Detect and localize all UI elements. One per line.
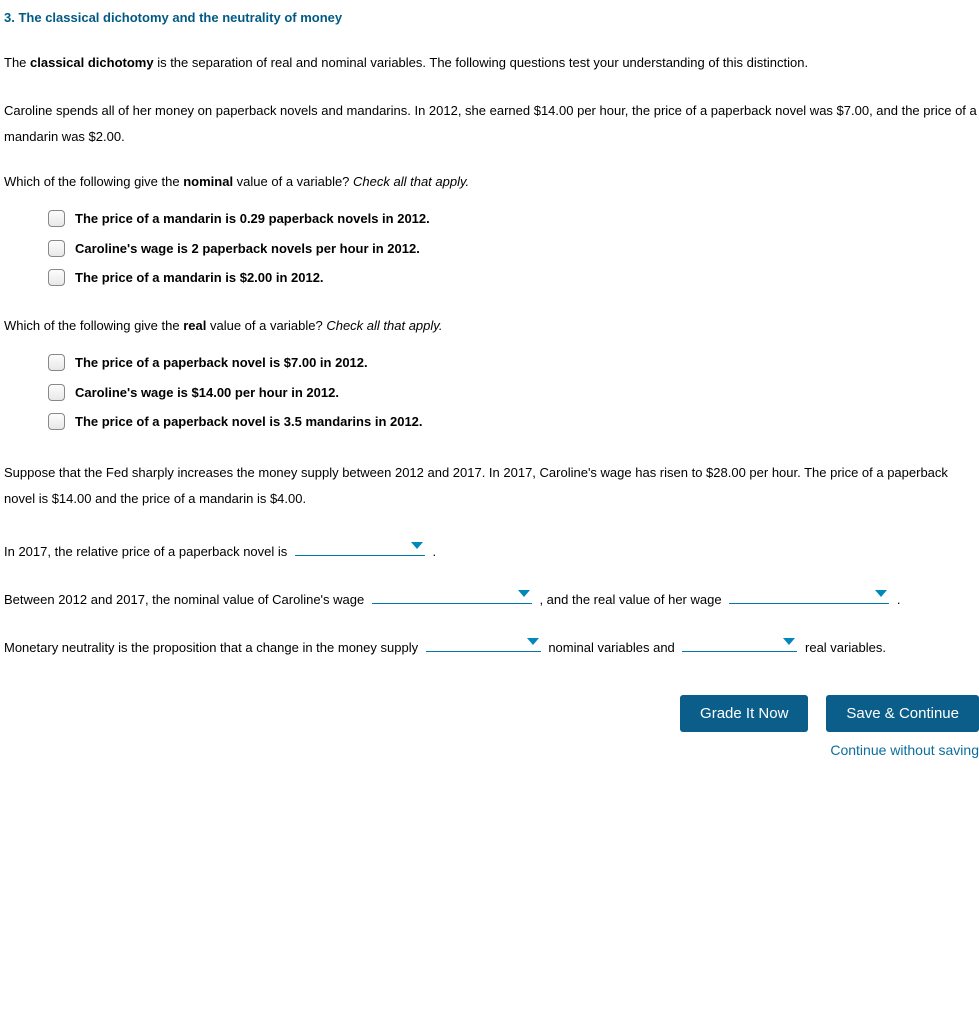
question-title-text: The classical dichotomy and the neutrali… — [18, 10, 342, 25]
fill2-dropdown-1[interactable] — [372, 584, 532, 604]
fill3-dropdown-1[interactable] — [426, 632, 541, 652]
q1-option-2-label: Caroline's wage is 2 paperback novels pe… — [75, 239, 420, 259]
button-row: Grade It Now Save & Continue — [0, 695, 979, 732]
q2-option-2-label: Caroline's wage is $14.00 per hour in 20… — [75, 383, 339, 403]
save-continue-button[interactable]: Save & Continue — [826, 695, 979, 732]
q1-option-3-label: The price of a mandarin is $2.00 in 2012… — [75, 268, 324, 288]
q1-prompt-post: value of a variable? — [233, 174, 353, 189]
fill2-mid: , and the real value of her wage — [536, 592, 725, 607]
fill2-line: Between 2012 and 2017, the nominal value… — [4, 582, 979, 618]
q1-options: The price of a mandarin is 0.29 paperbac… — [48, 209, 979, 288]
intro-paragraph: The classical dichotomy is the separatio… — [4, 50, 979, 76]
q2-option-3-label: The price of a paperback novel is 3.5 ma… — [75, 412, 423, 432]
q1-prompt-hint: Check all that apply. — [353, 174, 469, 189]
fill2-post: . — [893, 592, 900, 607]
question-title: 3. The classical dichotomy and the neutr… — [4, 8, 979, 28]
q2-option-1: The price of a paperback novel is $7.00 … — [48, 353, 979, 373]
q2-prompt-hint: Check all that apply. — [326, 318, 442, 333]
q2-option-1-label: The price of a paperback novel is $7.00 … — [75, 353, 368, 373]
q2-checkbox-1[interactable] — [48, 354, 65, 371]
fill1-post: . — [429, 544, 436, 559]
q2-prompt-post: value of a variable? — [206, 318, 326, 333]
q2-checkbox-2[interactable] — [48, 384, 65, 401]
q2-prompt-bold: real — [183, 318, 206, 333]
fill3-dropdown-2[interactable] — [682, 632, 797, 652]
q1-option-1-label: The price of a mandarin is 0.29 paperbac… — [75, 209, 430, 229]
q1-checkbox-1[interactable] — [48, 210, 65, 227]
continue-without-saving-link[interactable]: Continue without saving — [0, 740, 979, 761]
q2-prompt-pre: Which of the following give the — [4, 318, 183, 333]
fill3-line: Monetary neutrality is the proposition t… — [4, 630, 979, 666]
q1-checkbox-3[interactable] — [48, 269, 65, 286]
q1-option-1: The price of a mandarin is 0.29 paperbac… — [48, 209, 979, 229]
intro-bold-term: classical dichotomy — [30, 55, 154, 70]
intro-prefix: The — [4, 55, 30, 70]
fill1-line: In 2017, the relative price of a paperba… — [4, 534, 979, 570]
fill2-dropdown-2[interactable] — [729, 584, 889, 604]
q2-prompt: Which of the following give the real val… — [4, 316, 979, 336]
fill1-dropdown[interactable] — [295, 536, 425, 556]
fill3-post: real variables. — [801, 640, 886, 655]
fill1-pre: In 2017, the relative price of a paperba… — [4, 544, 291, 559]
q1-checkbox-2[interactable] — [48, 240, 65, 257]
grade-it-now-button[interactable]: Grade It Now — [680, 695, 808, 732]
q1-prompt: Which of the following give the nominal … — [4, 172, 979, 192]
q1-option-2: Caroline's wage is 2 paperback novels pe… — [48, 239, 979, 259]
scenario-paragraph: Caroline spends all of her money on pape… — [4, 98, 979, 150]
q1-option-3: The price of a mandarin is $2.00 in 2012… — [48, 268, 979, 288]
q2-checkbox-3[interactable] — [48, 413, 65, 430]
q1-prompt-bold: nominal — [183, 174, 233, 189]
scenario2-paragraph: Suppose that the Fed sharply increases t… — [4, 460, 979, 512]
fill3-pre: Monetary neutrality is the proposition t… — [4, 640, 422, 655]
q2-option-2: Caroline's wage is $14.00 per hour in 20… — [48, 383, 979, 403]
q2-options: The price of a paperback novel is $7.00 … — [48, 353, 979, 432]
fill2-pre: Between 2012 and 2017, the nominal value… — [4, 592, 368, 607]
question-number: 3. — [4, 10, 15, 25]
q2-option-3: The price of a paperback novel is 3.5 ma… — [48, 412, 979, 432]
intro-suffix: is the separation of real and nominal va… — [154, 55, 808, 70]
q1-prompt-pre: Which of the following give the — [4, 174, 183, 189]
fill3-mid: nominal variables and — [545, 640, 679, 655]
